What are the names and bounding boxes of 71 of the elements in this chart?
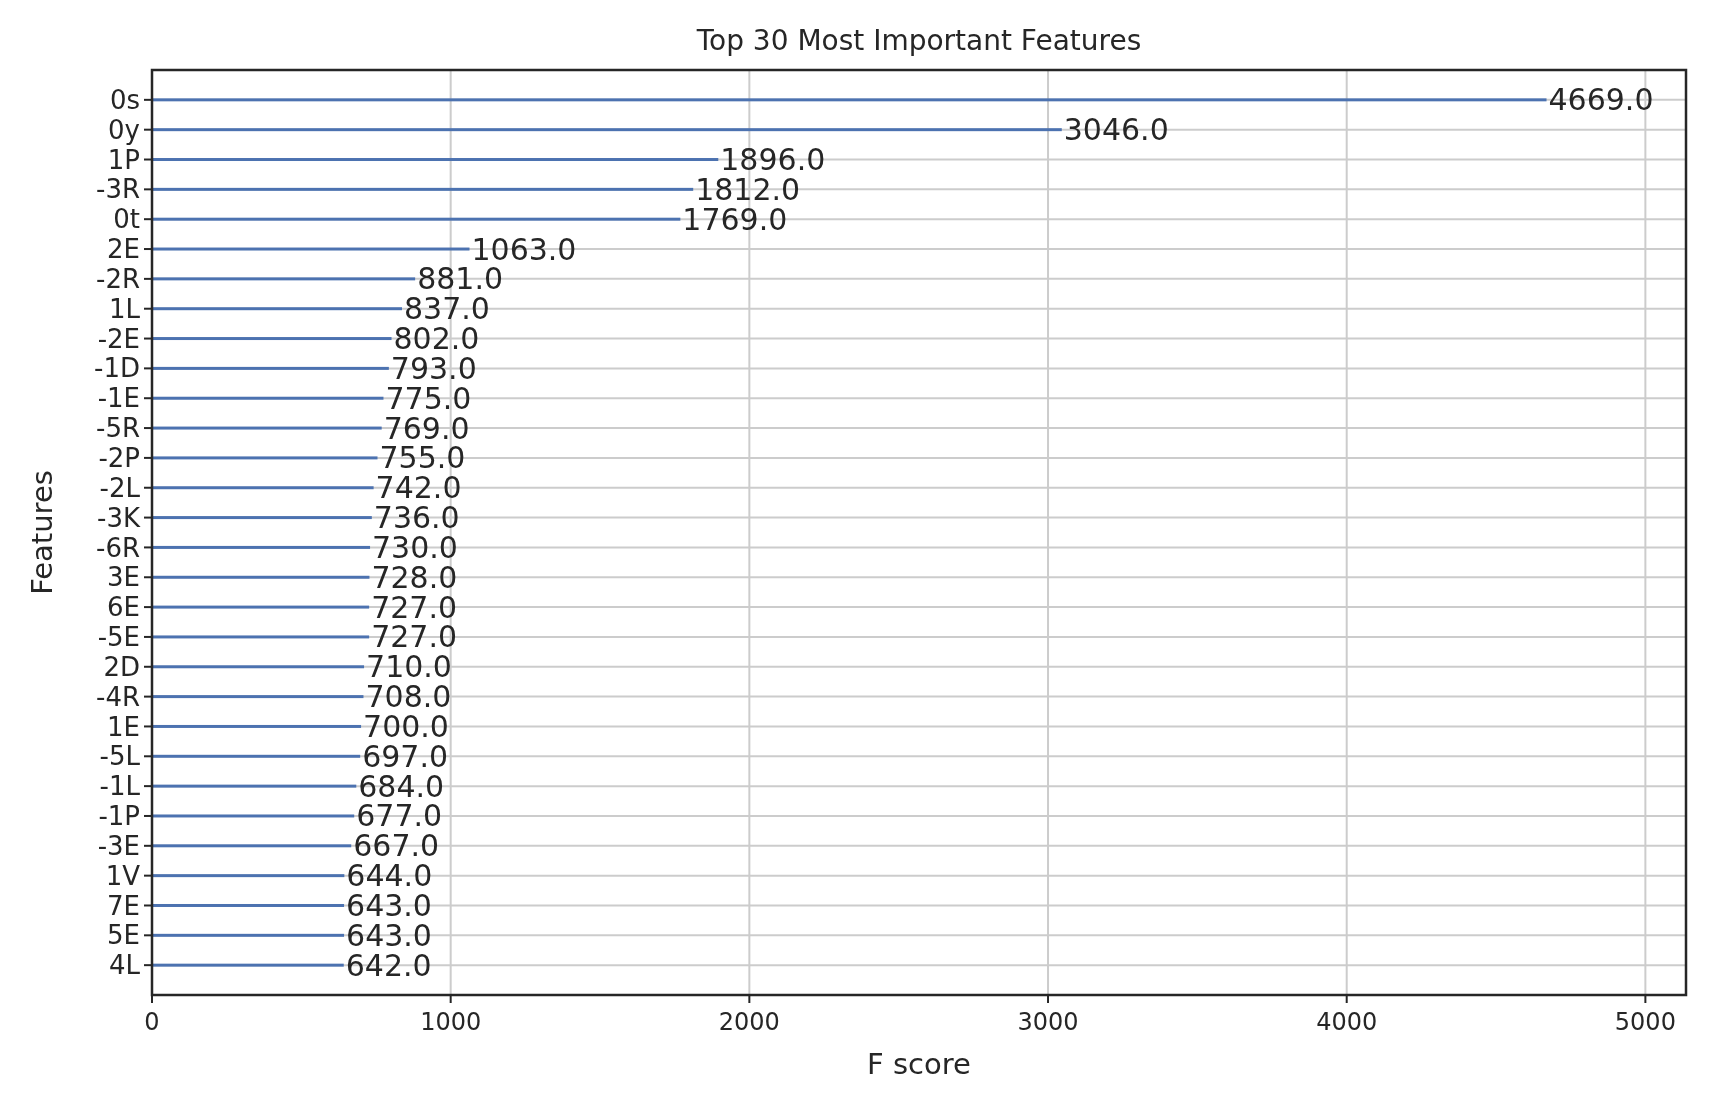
y-axis-title: Features — [25, 470, 59, 595]
y-tick-label: -1E — [97, 383, 140, 414]
bar — [152, 456, 378, 460]
bar — [152, 516, 372, 520]
y-tick-label: 5E — [107, 920, 140, 951]
y-tick-label: -2E — [97, 323, 140, 354]
y-tick-label: -5R — [96, 413, 140, 444]
x-tick-label: 3000 — [1017, 1008, 1079, 1036]
bar — [152, 605, 370, 609]
bar — [152, 933, 345, 937]
x-tick-label: 2000 — [718, 1008, 780, 1036]
x-tick-label: 5000 — [1614, 1008, 1676, 1036]
y-tick-label: -1P — [98, 801, 140, 832]
bar — [152, 128, 1062, 132]
bar — [152, 247, 470, 251]
y-tick-label: -2L — [99, 472, 141, 503]
data-label: 4669.0 — [1548, 82, 1654, 118]
y-tick-label: -6R — [96, 532, 140, 563]
bar — [152, 486, 374, 490]
bar — [152, 575, 370, 579]
y-tick-label: 2D — [103, 651, 140, 682]
bar — [152, 635, 370, 639]
y-tick-label: -2P — [98, 443, 140, 473]
bar — [152, 366, 389, 370]
y-tick-label: -4R — [96, 681, 140, 712]
x-tick-label: 0 — [144, 1008, 160, 1036]
x-tick-label: 4000 — [1316, 1008, 1378, 1036]
y-tick-label: 1P — [107, 144, 140, 175]
y-tick-label: 4L — [108, 950, 141, 981]
y-tick-label: -3E — [97, 830, 140, 861]
bar — [152, 158, 719, 162]
y-tick-label: 0t — [113, 204, 140, 235]
bar — [152, 426, 382, 430]
y-tick-label: 0s — [109, 84, 140, 115]
y-tick-label: 2E — [107, 234, 140, 265]
bar — [152, 217, 681, 221]
y-tick-label: -1L — [99, 771, 141, 802]
y-tick-label: 1E — [107, 711, 140, 742]
bar — [152, 396, 384, 400]
bar — [152, 963, 344, 967]
bar — [152, 337, 392, 341]
y-tick-label: -5L — [99, 741, 141, 772]
y-tick-label: -5E — [97, 622, 140, 653]
chart-title: Top 30 Most Important Features — [695, 24, 1142, 57]
x-tick-label: 1000 — [420, 1008, 482, 1036]
bar — [152, 695, 364, 699]
bar — [152, 874, 345, 878]
y-tick-label: -2R — [96, 263, 140, 294]
y-tick-label: 7E — [107, 890, 140, 921]
y-tick-label: -3K — [97, 502, 141, 533]
bar — [152, 665, 365, 669]
y-tick-label: 0y — [108, 114, 140, 145]
bar — [152, 545, 371, 549]
bar — [152, 903, 345, 907]
bar — [152, 277, 416, 281]
y-tick-label: 1L — [108, 293, 141, 324]
y-tick-label: -1D — [94, 353, 140, 384]
y-tick-label: 6E — [107, 592, 140, 623]
bar — [152, 784, 357, 788]
bar — [152, 844, 352, 848]
y-tick-label: 1V — [105, 860, 141, 891]
data-label: 3046.0 — [1063, 112, 1169, 148]
bar — [152, 98, 1547, 102]
bar — [152, 754, 361, 758]
x-axis-title: F score — [867, 1047, 971, 1081]
bar — [152, 814, 355, 818]
bar — [152, 307, 402, 311]
y-tick-label: -3R — [96, 174, 140, 205]
bar — [152, 187, 694, 191]
bar — [152, 724, 362, 728]
y-tick-label: 3E — [107, 562, 140, 593]
